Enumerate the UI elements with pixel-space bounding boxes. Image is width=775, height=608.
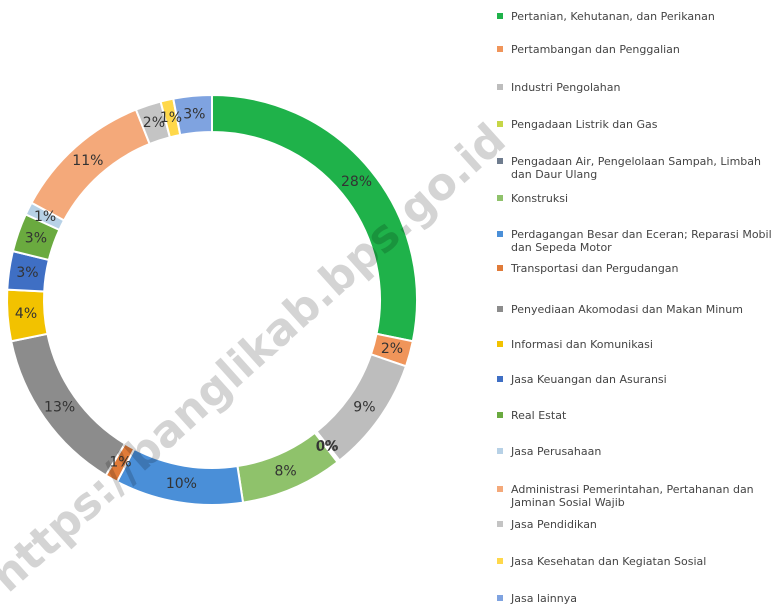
data-label: 28%	[341, 174, 372, 190]
legend-label: Transportasi dan Pergudangan	[511, 262, 679, 275]
legend-swatch	[497, 13, 503, 19]
legend-swatch	[497, 265, 503, 271]
legend-swatch	[497, 46, 503, 52]
legend-swatch	[497, 486, 503, 492]
legend-label: Jasa Perusahaan	[511, 445, 602, 458]
legend-label: Pertanian, Kehutanan, dan Perikanan	[511, 10, 715, 23]
legend-swatch	[497, 84, 503, 90]
legend-swatch	[497, 558, 503, 564]
legend-swatch	[497, 121, 503, 127]
legend-swatch	[497, 231, 503, 237]
data-label: 3%	[183, 106, 205, 122]
data-label: 9%	[353, 400, 375, 416]
legend-label: Administrasi Pemerintahan, Pertahanan da…	[511, 483, 754, 509]
legend-swatch	[497, 412, 503, 418]
data-label: 2%	[143, 115, 165, 131]
data-label: 0%	[316, 439, 338, 455]
legend-label: Jasa Kesehatan dan Kegiatan Sosial	[511, 555, 707, 568]
data-label: 2%	[381, 341, 403, 357]
legend-label: Jasa Pendidikan	[511, 518, 597, 531]
data-label: 1%	[109, 454, 131, 470]
data-label: 0%	[316, 438, 338, 454]
legend-label: Pengadaan Air, Pengelolaan Sampah, Limba…	[511, 155, 761, 181]
data-label: 13%	[44, 400, 75, 416]
data-label: 3%	[16, 265, 38, 281]
legend-swatch	[497, 376, 503, 382]
legend-label: Jasa lainnya	[511, 592, 577, 605]
data-label: 8%	[274, 463, 296, 479]
legend-label: Informasi dan Komunikasi	[511, 338, 653, 351]
donut-segment	[172, 93, 213, 137]
legend-swatch	[497, 195, 503, 201]
legend-label: Konstruksi	[511, 192, 569, 205]
data-label: 1%	[34, 209, 56, 225]
data-label: 11%	[72, 153, 103, 169]
legend-swatch	[497, 306, 503, 312]
legend-swatch	[497, 595, 503, 601]
data-label: 4%	[15, 306, 37, 322]
legend-label: Pertambangan dan Penggalian	[511, 43, 680, 56]
data-label: 1%	[160, 110, 182, 126]
legend-label: Penyediaan Akomodasi dan Makan Minum	[511, 303, 743, 316]
legend-swatch	[497, 521, 503, 527]
legend-swatch	[497, 158, 503, 164]
legend-swatch	[497, 341, 503, 347]
legend-label: Perdagangan Besar dan Eceran; Reparasi M…	[511, 228, 772, 254]
legend-label: Industri Pengolahan	[511, 81, 621, 94]
legend-label: Pengadaan Listrik dan Gas	[511, 118, 658, 131]
data-label: 3%	[25, 231, 47, 247]
legend-label: Real Estat	[511, 409, 567, 422]
legend-label: Jasa Keuangan dan Asuransi	[511, 373, 667, 386]
legend-swatch	[497, 448, 503, 454]
data-label: 10%	[166, 476, 197, 492]
